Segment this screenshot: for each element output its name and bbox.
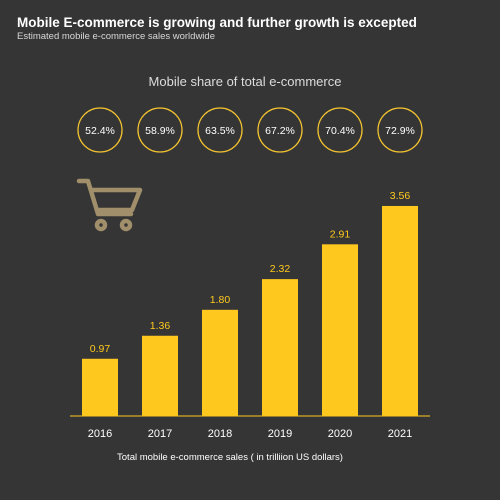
share-circle-2020: 70.4% (317, 107, 363, 153)
chart-title: Mobile E-commerce is growing and further… (17, 15, 417, 30)
x-axis-caption: Total mobile e-commerce sales ( in trill… (117, 452, 343, 463)
share-value-2017: 58.9% (145, 125, 175, 137)
tick-label-2018: 2018 (208, 428, 232, 440)
share-circle-2016: 52.4% (77, 107, 123, 153)
shopping-cart-icon (76, 178, 143, 232)
share-circle-2017: 58.9% (137, 107, 183, 153)
share-value-2019: 67.2% (265, 125, 295, 137)
mobile-share-circles: 52.4% 58.9% 63.5% 67.2% 70.4% 72.9% (77, 107, 423, 153)
tick-label-2019: 2019 (268, 428, 292, 440)
bar-2018 (202, 309, 238, 416)
bar-2019 (262, 279, 298, 416)
share-value-2018: 63.5% (205, 125, 235, 137)
share-value-2021: 72.9% (385, 125, 415, 137)
chart-subtitle: Estimated mobile e-commerce sales worldw… (17, 31, 215, 42)
tick-label-2017: 2017 (148, 428, 172, 440)
tick-label-2020: 2020 (328, 428, 352, 440)
bar-series (82, 205, 418, 416)
bar-2017 (142, 335, 178, 416)
bar-2020 (322, 244, 358, 416)
value-label-2017: 1.36 (150, 320, 171, 332)
tick-label-2016: 2016 (88, 428, 112, 440)
tick-label-2021: 2021 (388, 428, 412, 440)
value-label-2018: 1.80 (210, 294, 231, 306)
mobile-share-heading: Mobile share of total e-commerce (148, 74, 342, 89)
share-circle-2018: 63.5% (197, 107, 243, 153)
bar-2021 (382, 205, 418, 416)
share-value-2016: 52.4% (85, 125, 115, 137)
value-label-2020: 2.91 (330, 228, 351, 240)
value-label-2019: 2.32 (270, 263, 291, 275)
x-tick-labels: 2016 2017 2018 2019 2020 2021 (88, 428, 412, 440)
share-circle-2021: 72.9% (377, 107, 423, 153)
value-label-2016: 0.97 (90, 343, 111, 355)
value-label-2021: 3.56 (390, 190, 411, 202)
share-circle-2019: 67.2% (257, 107, 303, 153)
share-value-2020: 70.4% (325, 125, 355, 137)
bar-2016 (82, 358, 118, 416)
value-labels: 0.97 1.36 1.80 2.32 2.91 3.56 (90, 190, 411, 355)
